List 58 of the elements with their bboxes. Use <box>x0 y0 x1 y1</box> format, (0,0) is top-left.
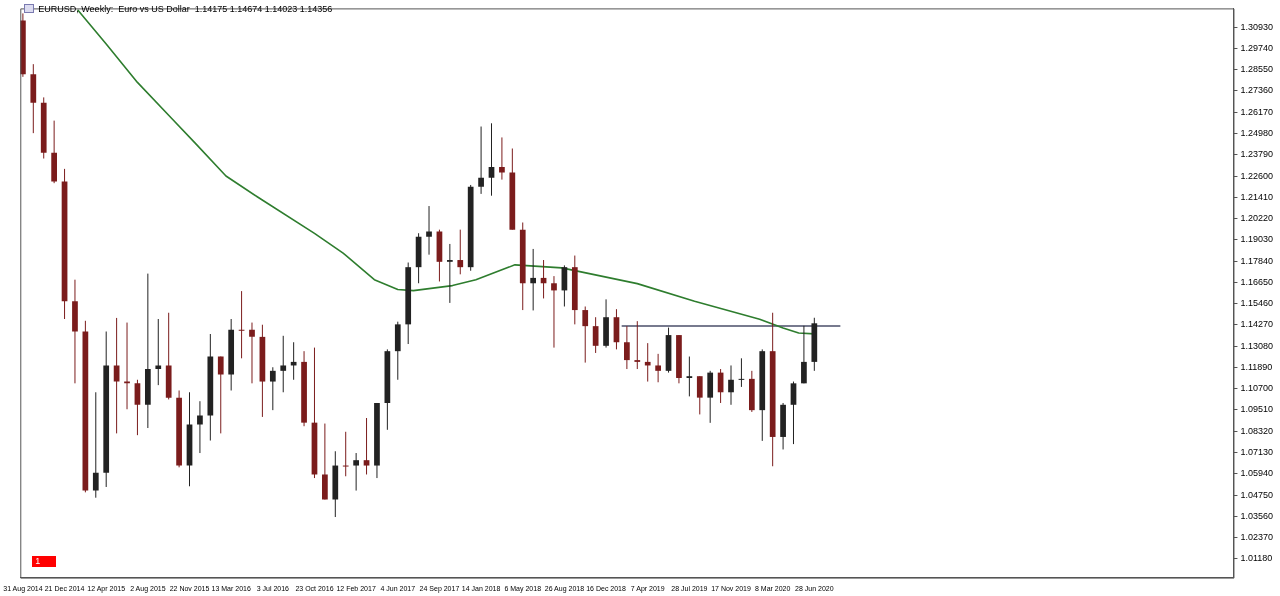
candlestick <box>592 316 599 354</box>
candlestick <box>155 318 162 386</box>
y-tick-label: 1.24980 <box>1240 127 1274 138</box>
candlestick <box>446 243 453 304</box>
y-tick-label: 1.02370 <box>1240 532 1274 543</box>
y-tick-label: 1.01180 <box>1240 553 1273 564</box>
y-tick-label: 1.17840 <box>1240 255 1274 266</box>
candlestick <box>551 275 557 349</box>
candlestick <box>280 335 287 393</box>
y-tick-label: 1.30930 <box>1240 21 1274 32</box>
candlestick <box>728 364 734 406</box>
candlestick <box>353 452 359 492</box>
y-tick-label: 1.11890 <box>1240 361 1273 372</box>
candlestick <box>197 400 203 454</box>
y-tick-label: 1.29740 <box>1240 42 1274 53</box>
y-tick-label: 1.09510 <box>1240 404 1274 415</box>
y-tick-label: 1.27360 <box>1240 85 1274 96</box>
candlestick <box>478 126 484 195</box>
y-tick-label: 1.15460 <box>1240 298 1274 309</box>
candlestick <box>655 353 661 383</box>
y-tick-label: 1.26170 <box>1240 106 1274 117</box>
candlestick <box>363 417 370 475</box>
annotation: 1 <box>32 555 57 567</box>
y-tick-label: 1.08320 <box>1240 425 1274 436</box>
candlestick <box>499 136 505 181</box>
y-tick-label: 1.04750 <box>1240 489 1274 500</box>
candlestick <box>582 305 589 364</box>
y-tick-label: 1.22600 <box>1240 170 1274 181</box>
y-tick-label: 1.23790 <box>1240 149 1274 160</box>
y-tick-label: 1.13080 <box>1240 340 1274 351</box>
y-tick-label: 1.10700 <box>1240 383 1274 394</box>
candlestick <box>696 375 703 415</box>
candlestick <box>92 391 99 499</box>
candlestick <box>634 320 641 370</box>
candlestick <box>249 322 255 384</box>
candlestick <box>624 325 630 370</box>
candlestick <box>426 205 432 256</box>
candlestick <box>801 325 807 384</box>
candlestick <box>644 342 651 383</box>
candlestick <box>217 356 224 434</box>
candlestick <box>342 431 349 477</box>
y-tick-label: 1.16650 <box>1240 276 1274 287</box>
y-tick-label: 1.03560 <box>1240 510 1274 521</box>
y-tick-label: 1.21410 <box>1240 191 1274 202</box>
candlestick <box>488 122 495 197</box>
chart-title: EURUSD, Weekly: Euro vs US Dollar 1.14175 1.14674 1.14023 1.14356 <box>38 4 333 14</box>
y-tick-label: 1.14270 <box>1240 319 1274 330</box>
y-tick-label: 1.05940 <box>1240 468 1274 479</box>
y-tick-label: 1.28550 <box>1240 64 1274 75</box>
candlestick <box>113 317 120 434</box>
y-tick-label: 1.20220 <box>1240 213 1274 224</box>
y-tick-label: 1.07130 <box>1240 446 1274 457</box>
y-tick-label: 1.19030 <box>1240 234 1274 245</box>
candlestick <box>530 248 537 311</box>
candlestick <box>290 341 297 381</box>
candlestick <box>457 229 464 275</box>
candlestick <box>269 366 276 411</box>
candlestick <box>686 356 693 397</box>
